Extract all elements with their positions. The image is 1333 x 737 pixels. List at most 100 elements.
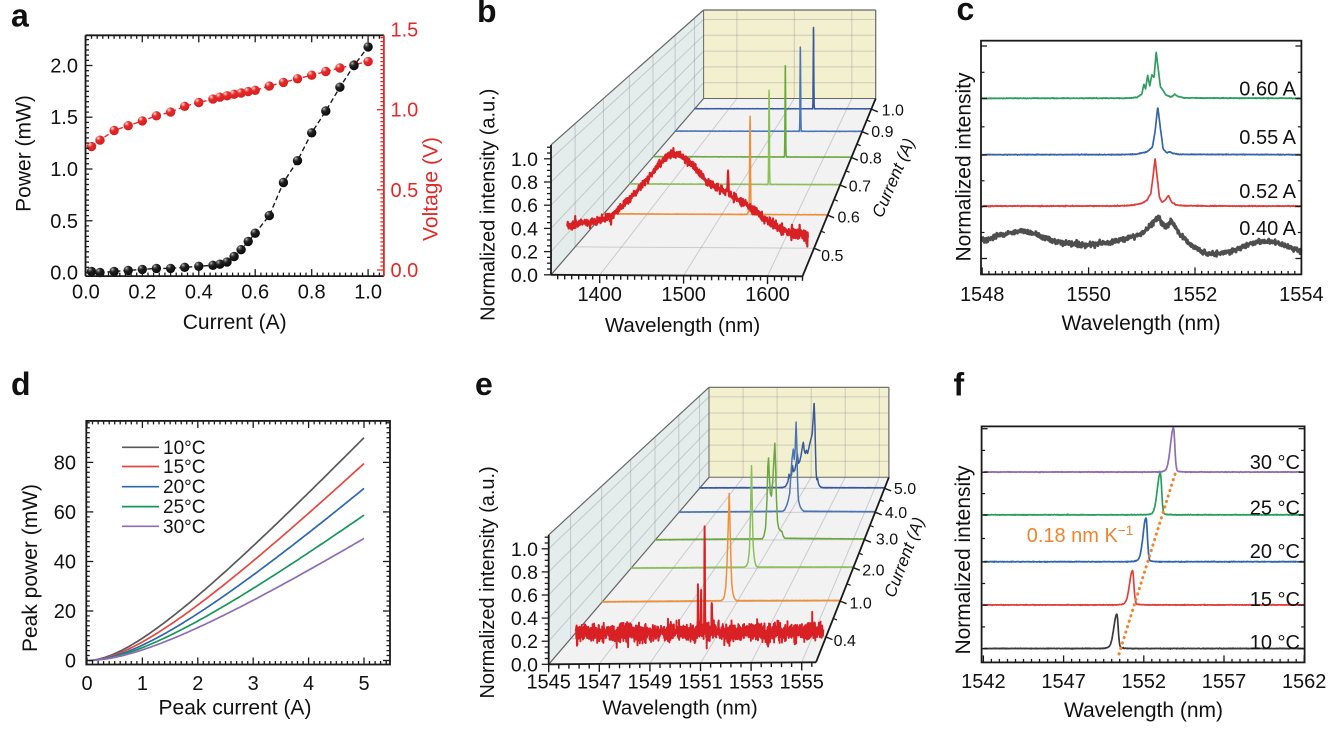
svg-text:0.8: 0.8 — [860, 151, 882, 168]
svg-text:1600: 1600 — [745, 284, 790, 306]
svg-text:0.2: 0.2 — [511, 242, 538, 264]
svg-text:Normalized intensity: Normalized intensity — [952, 465, 975, 655]
svg-text:0.4: 0.4 — [185, 282, 213, 304]
svg-text:4.0: 4.0 — [885, 505, 907, 522]
svg-text:1548: 1548 — [960, 284, 1005, 306]
svg-text:1557: 1557 — [1202, 671, 1247, 693]
svg-text:a: a — [11, 0, 29, 34]
svg-text:0.18 nm K−1: 0.18 nm K−1 — [1027, 523, 1134, 547]
svg-text:1400: 1400 — [577, 284, 622, 306]
svg-text:0: 0 — [65, 651, 76, 673]
svg-text:1549: 1549 — [628, 672, 673, 694]
svg-text:1.0: 1.0 — [391, 100, 419, 122]
svg-text:Peak current (A): Peak current (A) — [159, 697, 312, 720]
svg-text:10 °C: 10 °C — [1250, 632, 1300, 654]
svg-text:1552: 1552 — [1122, 671, 1167, 693]
svg-text:5.0: 5.0 — [894, 481, 916, 498]
svg-text:1554: 1554 — [1279, 284, 1324, 306]
svg-text:0: 0 — [81, 673, 92, 695]
svg-text:1.0: 1.0 — [849, 595, 871, 612]
svg-text:0.4: 0.4 — [834, 633, 856, 650]
svg-text:0.0: 0.0 — [511, 265, 538, 287]
svg-text:2.0: 2.0 — [50, 56, 78, 78]
svg-text:0.4: 0.4 — [511, 608, 538, 630]
svg-text:0.8: 0.8 — [511, 172, 538, 194]
svg-text:25 °C: 25 °C — [1250, 498, 1300, 520]
svg-text:c: c — [957, 0, 975, 27]
svg-text:0.0: 0.0 — [391, 260, 419, 282]
svg-text:4: 4 — [303, 673, 314, 695]
svg-text:0.2: 0.2 — [128, 282, 156, 304]
svg-text:1.0: 1.0 — [354, 282, 382, 304]
svg-text:15°C: 15°C — [163, 457, 205, 478]
svg-text:0.4: 0.4 — [511, 218, 538, 240]
svg-text:0.6: 0.6 — [511, 195, 538, 217]
svg-text:Wavelength (nm): Wavelength (nm) — [602, 697, 757, 720]
svg-text:0.52 A: 0.52 A — [1239, 181, 1296, 203]
svg-text:20 °C: 20 °C — [1250, 541, 1300, 563]
svg-text:0.6: 0.6 — [241, 282, 269, 304]
svg-text:0.2: 0.2 — [511, 631, 538, 653]
svg-text:Voltage (V): Voltage (V) — [420, 137, 443, 241]
svg-text:e: e — [475, 366, 493, 402]
svg-text:Wavelength (nm): Wavelength (nm) — [1062, 312, 1221, 335]
svg-text:1552: 1552 — [1173, 284, 1218, 306]
svg-text:1.0: 1.0 — [511, 149, 538, 171]
svg-text:2: 2 — [192, 673, 203, 695]
svg-text:25°C: 25°C — [163, 497, 205, 518]
svg-text:1.0: 1.0 — [50, 159, 78, 181]
svg-text:d: d — [11, 366, 31, 402]
svg-text:Wavelength (nm): Wavelength (nm) — [1064, 699, 1223, 722]
svg-text:1.0: 1.0 — [882, 103, 904, 120]
svg-text:1542: 1542 — [961, 671, 1006, 693]
svg-text:40: 40 — [54, 552, 76, 574]
svg-text:f: f — [954, 367, 965, 403]
svg-text:60: 60 — [54, 502, 76, 524]
svg-text:0.60 A: 0.60 A — [1239, 79, 1296, 101]
svg-text:0.5: 0.5 — [391, 180, 419, 202]
svg-text:0.40 A: 0.40 A — [1239, 218, 1296, 240]
svg-text:1: 1 — [137, 673, 148, 695]
svg-text:Normalized intensity (a.u.): Normalized intensity (a.u.) — [478, 89, 500, 321]
svg-text:1547: 1547 — [577, 672, 622, 694]
svg-text:Power (mW): Power (mW) — [13, 95, 36, 212]
svg-text:Current (A): Current (A) — [183, 311, 287, 334]
svg-text:0.9: 0.9 — [871, 124, 893, 141]
svg-text:3.0: 3.0 — [876, 531, 898, 548]
svg-text:Peak power (mW): Peak power (mW) — [19, 484, 42, 652]
svg-text:20: 20 — [54, 601, 76, 623]
svg-text:Normalized intensity: Normalized intensity — [953, 72, 976, 262]
svg-text:1555: 1555 — [779, 672, 824, 694]
svg-text:1550: 1550 — [1066, 284, 1111, 306]
svg-text:Normalized intensity (a.u.): Normalized intensity (a.u.) — [477, 466, 499, 698]
svg-text:80: 80 — [54, 452, 76, 474]
svg-text:0.5: 0.5 — [821, 248, 843, 265]
svg-text:0.6: 0.6 — [511, 585, 538, 607]
svg-text:1.0: 1.0 — [511, 539, 538, 561]
svg-text:0.7: 0.7 — [849, 179, 871, 196]
svg-text:0.8: 0.8 — [511, 562, 538, 584]
svg-text:0.6: 0.6 — [837, 210, 859, 227]
svg-text:1553: 1553 — [729, 672, 774, 694]
svg-text:15 °C: 15 °C — [1250, 589, 1300, 611]
svg-text:1.5: 1.5 — [391, 20, 419, 42]
svg-text:0.0: 0.0 — [50, 263, 78, 285]
svg-text:1547: 1547 — [1041, 671, 1086, 693]
svg-text:1551: 1551 — [678, 672, 723, 694]
svg-text:0.5: 0.5 — [50, 211, 78, 233]
svg-text:0.8: 0.8 — [298, 282, 326, 304]
svg-text:Wavelength (nm): Wavelength (nm) — [605, 314, 760, 337]
svg-text:b: b — [477, 0, 497, 29]
svg-text:1500: 1500 — [661, 284, 706, 306]
svg-text:30 °C: 30 °C — [1250, 452, 1300, 474]
svg-text:10°C: 10°C — [163, 438, 205, 459]
svg-text:0.0: 0.0 — [72, 282, 100, 304]
svg-text:5: 5 — [358, 673, 369, 695]
svg-text:20°C: 20°C — [163, 477, 205, 498]
svg-text:1.5: 1.5 — [50, 107, 78, 129]
svg-text:3: 3 — [248, 673, 259, 695]
svg-text:2.0: 2.0 — [862, 562, 884, 579]
svg-text:0.55 A: 0.55 A — [1239, 127, 1296, 149]
svg-text:1562: 1562 — [1282, 671, 1327, 693]
svg-text:30°C: 30°C — [163, 517, 205, 538]
